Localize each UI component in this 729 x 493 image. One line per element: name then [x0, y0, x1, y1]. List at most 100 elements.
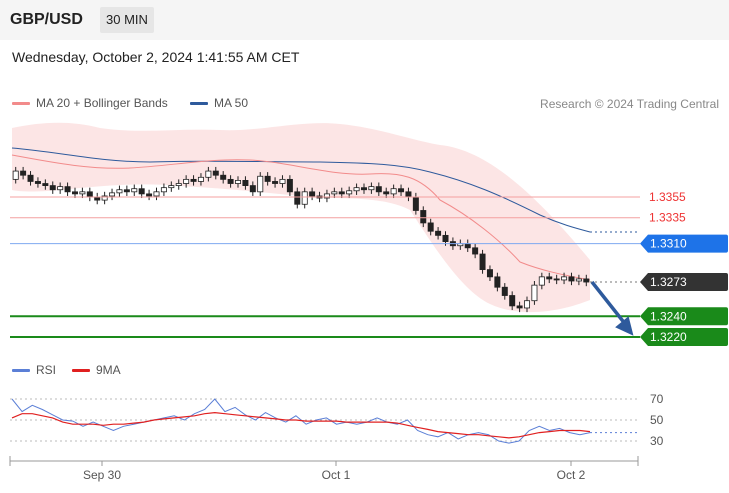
legend-9ma: 9MA [72, 363, 121, 377]
candle-body [561, 276, 568, 281]
legend-rsi: RSI [12, 363, 56, 377]
candle-body [272, 181, 279, 184]
candle-body [375, 186, 382, 193]
candle-body [427, 222, 434, 232]
candle-body [27, 174, 34, 182]
candle-body [138, 188, 145, 195]
candle-body [197, 176, 204, 182]
datetime-label: Wednesday, October 2, 2024 1:41:55 AM CE… [12, 49, 300, 65]
candle-body [412, 196, 419, 211]
candle-body [360, 187, 367, 191]
candle-body [42, 183, 49, 186]
level-label-1.3273: 1.3273 [650, 275, 687, 289]
level-label-1.3240: 1.3240 [650, 309, 687, 323]
candle-body [109, 192, 116, 197]
ma20-swatch [12, 102, 30, 106]
candle-body [168, 185, 175, 189]
candle-body [131, 188, 138, 193]
candle-body [49, 185, 56, 191]
candle-body [486, 269, 493, 278]
candle-body [331, 191, 338, 195]
candle-body [398, 188, 405, 193]
candle-body [583, 278, 590, 283]
candle-body [175, 183, 182, 186]
candle-body [71, 191, 78, 195]
candle-body [301, 191, 308, 205]
candle-body [101, 195, 108, 201]
level-tag-1.3273 [640, 273, 728, 292]
candle-body [205, 170, 212, 178]
candle-body [524, 300, 531, 309]
candle-body [153, 191, 160, 197]
candle-body [86, 191, 93, 198]
candle-body [242, 180, 249, 186]
candle-body [435, 230, 442, 236]
candle-body [20, 170, 27, 176]
rsi-tick-label: 50 [650, 413, 664, 427]
level-tag-1.3310 [640, 234, 728, 253]
ma50-line [11, 147, 591, 233]
legend-ma20: MA 20 + Bollinger Bands [12, 96, 168, 110]
candle-body [249, 185, 256, 193]
level-label-1.3335: 1.3335 [649, 211, 686, 225]
candle-body [286, 178, 293, 193]
candle-body [160, 187, 167, 193]
candle-body [405, 191, 412, 198]
candle-body [34, 181, 41, 184]
candle-body [442, 234, 449, 242]
level-tag-1.3240 [640, 307, 728, 326]
candle-body [383, 191, 390, 195]
candle-body [257, 175, 264, 193]
candle-body [227, 178, 234, 184]
candle-body [494, 276, 501, 288]
level-label-1.3220: 1.3220 [650, 330, 687, 344]
candle-body [123, 189, 130, 193]
candle-body [420, 210, 427, 224]
candle-body [353, 187, 360, 192]
ma20-line [11, 154, 591, 281]
ma50-swatch [190, 102, 208, 106]
candle-body [183, 178, 190, 184]
candle-body [220, 174, 227, 180]
rsi-tick-label: 30 [650, 434, 664, 448]
legend-9ma-label: 9MA [96, 363, 121, 377]
candle-body [390, 188, 397, 195]
candle-body [501, 286, 508, 296]
candle-body [472, 247, 479, 255]
candle-body [531, 284, 538, 302]
candle-body [479, 253, 486, 270]
candle-body [509, 295, 516, 307]
forecast-arrow-head [615, 316, 634, 336]
level-label-1.3310: 1.3310 [650, 237, 687, 251]
candle-body [57, 186, 64, 191]
bollinger-band [12, 122, 590, 313]
candle-body [575, 278, 582, 282]
candle-body [553, 278, 560, 281]
candle-body [294, 191, 301, 205]
legend-ma50: MA 50 [190, 96, 248, 110]
legend-rsi-label: RSI [36, 363, 57, 377]
candle-body [279, 178, 286, 184]
candle-body [235, 180, 242, 184]
credit-label: Research © 2024 Trading Central [540, 97, 719, 111]
candle-body [116, 189, 123, 194]
candle-body [323, 193, 330, 199]
legend-ma50-label: MA 50 [214, 96, 249, 110]
candle-body [464, 243, 471, 249]
candle-body [212, 170, 219, 176]
candle-body [64, 186, 71, 193]
candle-body [12, 170, 19, 180]
rsi-swatch [12, 369, 30, 373]
x-tick-label: Oct 2 [557, 468, 586, 482]
rsi-9ma-line [11, 411, 591, 439]
candle-body [516, 305, 523, 309]
x-tick-label: Sep 30 [83, 468, 121, 482]
candle-body [568, 276, 575, 282]
candle-body [79, 191, 86, 195]
ma9-swatch [72, 369, 90, 373]
legend-ma20-label: MA 20 + Bollinger Bands [36, 96, 168, 110]
candle-body [146, 193, 153, 197]
timeframe-button[interactable]: 30 MIN [100, 7, 154, 33]
candle-body [309, 191, 316, 197]
